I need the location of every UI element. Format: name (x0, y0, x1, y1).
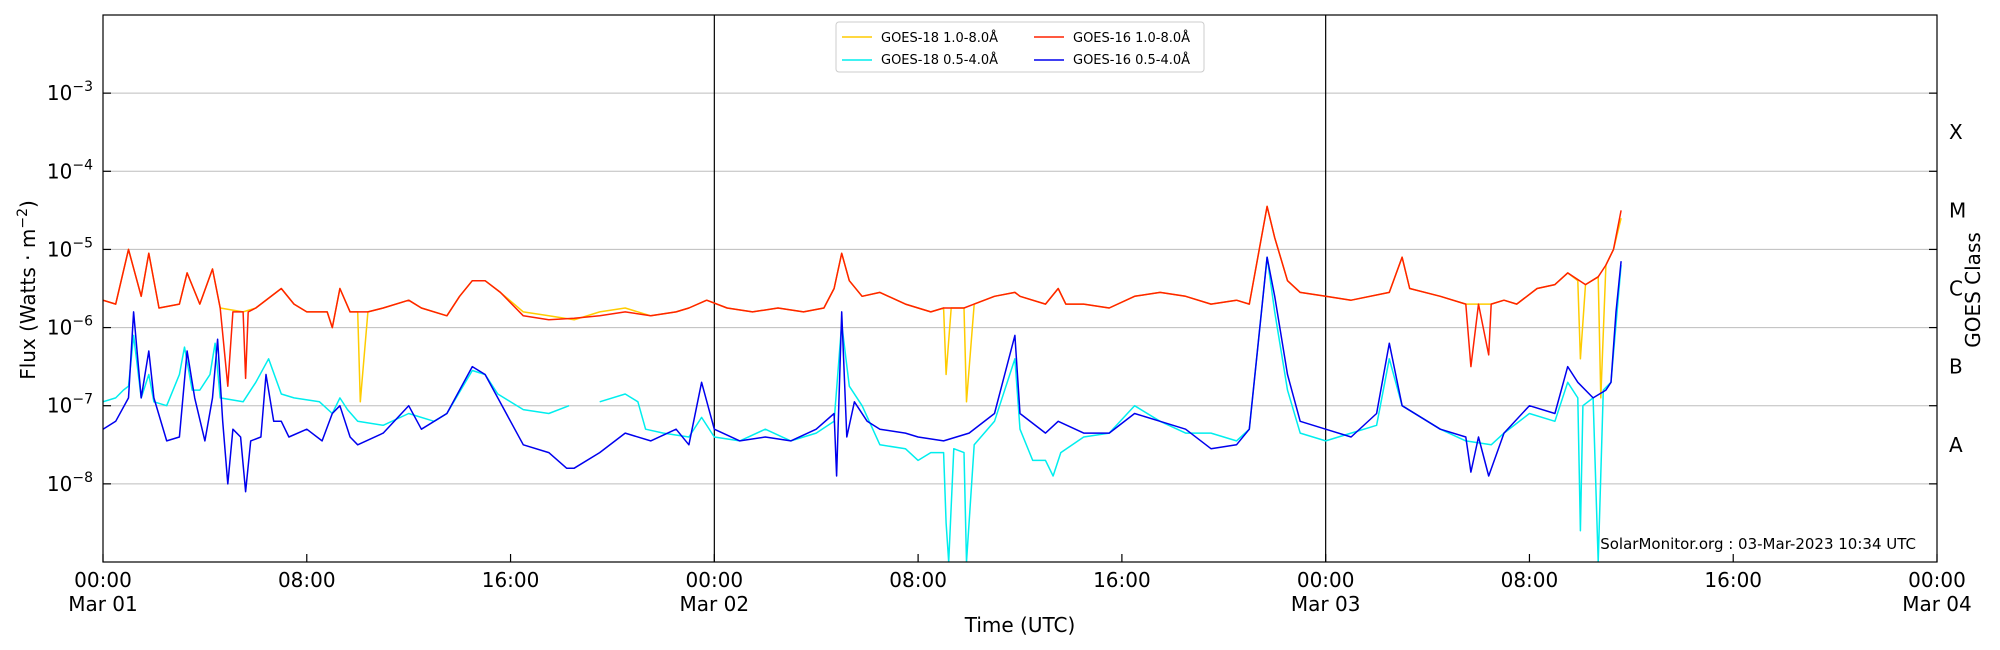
legend-label-goes16-long: GOES-16 1.0-8.0Å (1073, 30, 1190, 46)
plot-frame (102, 14, 1938, 563)
legend-box (835, 21, 1205, 73)
goes-class-axis-title: GOES Class (1961, 232, 1985, 348)
plot-border (102, 14, 1938, 563)
x-tick-label-date: Mar 03 (1291, 592, 1361, 616)
y-axis-title: Flux (Watts · m−2) (15, 200, 40, 380)
y-tick-label: 10−8 (47, 470, 93, 496)
x-tick-label-date: Mar 01 (68, 592, 138, 616)
y-tick-label: 10−4 (47, 157, 93, 183)
legend-label-goes18-short: GOES-18 0.5-4.0Å (881, 52, 998, 68)
y-tick-label: 10−5 (47, 235, 93, 261)
x-tick-label-date: Mar 02 (680, 592, 750, 616)
goes-class-label-c: C (1949, 277, 1963, 301)
x-tick-label-time: 16:00 (482, 568, 540, 592)
x-tick-label-time: 00:00 (74, 568, 132, 592)
goes-class-label-m: M (1949, 198, 1966, 222)
legend-label-goes16-short: GOES-16 0.5-4.0Å (1073, 52, 1190, 68)
series-line-2 (103, 256, 1622, 562)
legend-label-goes18-long: GOES-18 1.0-8.0Å (881, 30, 998, 46)
x-tick-label-time: 00:00 (1908, 568, 1966, 592)
goes-class-label-x: X (1949, 120, 1963, 144)
y-tick-label: 10−6 (47, 314, 93, 340)
series-line-3 (103, 256, 1622, 493)
grid-lines (103, 15, 1937, 562)
x-tick-label-time: 00:00 (1297, 568, 1355, 592)
data-series (103, 205, 1622, 562)
y-tick-label: 10−7 (47, 392, 93, 418)
x-tick-label-time: 16:00 (1704, 568, 1762, 592)
y-tick-label: 10−3 (47, 79, 93, 105)
x-axis-title: Time (UTC) (964, 613, 1076, 637)
x-tick-label-time: 16:00 (1093, 568, 1151, 592)
series-line-1 (103, 205, 1622, 387)
credit-text: SolarMonitor.org : 03-Mar-2023 10:34 UTC (1600, 535, 1916, 553)
legend: GOES-18 1.0-8.0Å GOES-18 0.5-4.0Å GOES-1… (835, 21, 1205, 73)
x-tick-label-time: 08:00 (1501, 568, 1559, 592)
x-tick-label-time: 00:00 (686, 568, 744, 592)
goes-class-label-a: A (1949, 433, 1963, 457)
goes-class-label-b: B (1949, 355, 1963, 379)
x-tick-label-date: Mar 04 (1902, 592, 1972, 616)
x-tick-label-time: 08:00 (278, 568, 336, 592)
x-tick-label-time: 08:00 (889, 568, 947, 592)
